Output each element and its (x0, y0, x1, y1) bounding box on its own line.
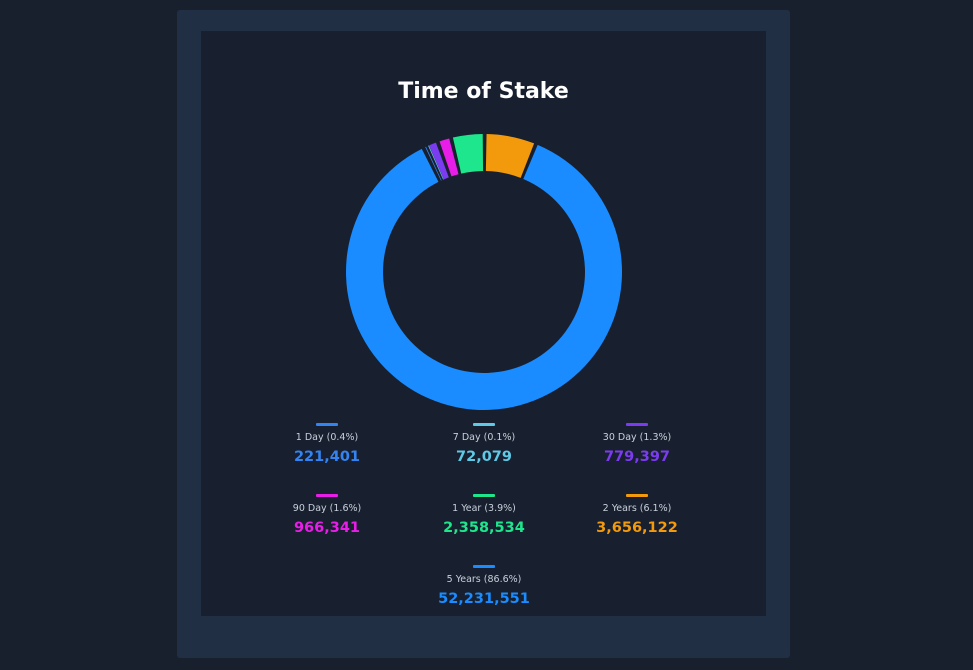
legend-value: 52,231,551 (438, 591, 530, 607)
legend-value: 966,341 (293, 520, 361, 536)
donut-slice-1-year[interactable] (452, 134, 484, 174)
legend-label: 1 Year (3.9%) (452, 503, 516, 514)
legend-swatch (473, 565, 495, 568)
legend-label: 2 Years (6.1%) (602, 503, 672, 514)
legend-value: 779,397 (603, 449, 671, 465)
donut-slice-2-years[interactable] (485, 134, 535, 178)
legend-item-5-years[interactable]: 5 Years (86.6%) 52,231,551 (404, 565, 564, 609)
chart-card: Time of Stake 1 Day (0.4%) 221,401 7 Day (… (201, 31, 766, 616)
legend-value: 221,401 (293, 449, 361, 465)
legend-item-1-year[interactable]: 1 Year (3.9%) 2,358,534 (404, 494, 564, 538)
legend-label: 30 Day (1.3%) (602, 432, 672, 443)
donut-slice-7-day[interactable] (428, 145, 444, 180)
outer-panel: Time of Stake 1 Day (0.4%) 221,401 7 Day (… (177, 10, 790, 658)
legend-swatch (473, 494, 495, 497)
legend-label: 7 Day (0.1%) (452, 432, 516, 443)
legend-swatch (316, 494, 338, 497)
legend-swatch (316, 423, 338, 426)
legend-item-7-day[interactable]: 7 Day (0.1%) 72,079 (404, 423, 564, 467)
legend-item-90-day[interactable]: 90 Day (1.6%) 966,341 (247, 494, 407, 538)
legend-item-30-day[interactable]: 30 Day (1.3%) 779,397 (557, 423, 717, 467)
donut-chart (346, 134, 622, 410)
legend-value: 72,079 (456, 449, 512, 465)
legend-value: 2,358,534 (443, 520, 525, 536)
legend-label: 5 Years (86.6%) (446, 574, 522, 585)
legend-label: 90 Day (1.6%) (292, 503, 362, 514)
legend-swatch (626, 423, 648, 426)
donut-slice-90-day[interactable] (439, 138, 459, 177)
chart-legend: 1 Day (0.4%) 221,401 7 Day (0.1%) 72,079 30 … (201, 423, 766, 613)
donut-slice-5-years[interactable] (346, 144, 622, 410)
legend-value: 3,656,122 (596, 520, 678, 536)
legend-swatch (473, 423, 495, 426)
legend-swatch (626, 494, 648, 497)
donut-slice-30-day[interactable] (429, 142, 449, 180)
chart-title: Time of Stake (398, 79, 569, 104)
legend-item-2-years[interactable]: 2 Years (6.1%) 3,656,122 (557, 494, 717, 538)
legend-label: 1 Day (0.4%) (295, 432, 359, 443)
donut-slice-1-day[interactable] (425, 146, 442, 181)
legend-item-1-day[interactable]: 1 Day (0.4%) 221,401 (247, 423, 407, 467)
